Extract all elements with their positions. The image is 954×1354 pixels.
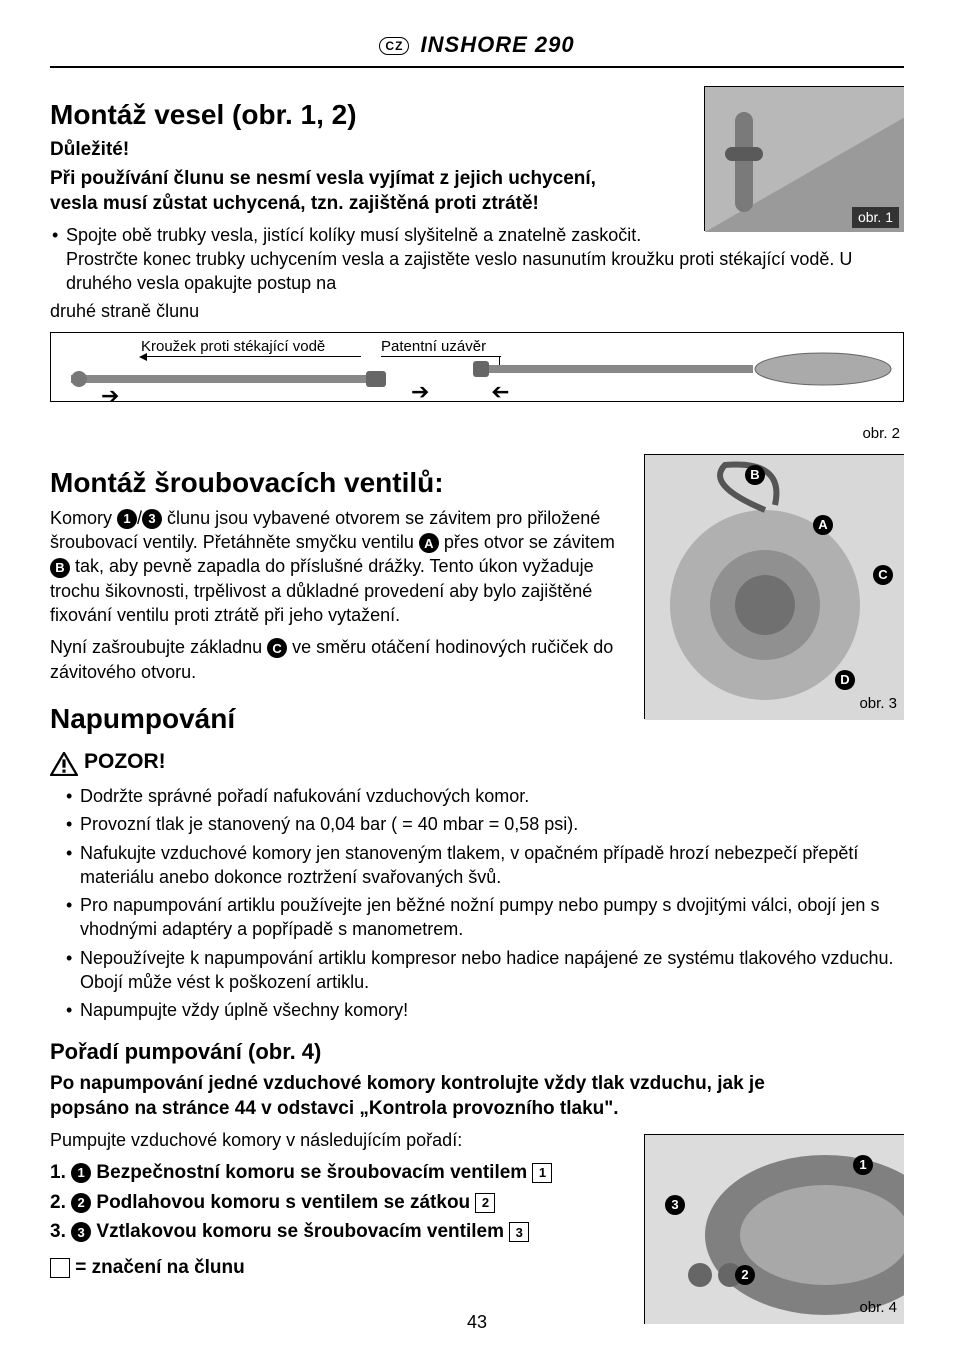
- order-heading: Pořadí pumpování (obr. 4): [50, 1037, 904, 1067]
- valves-p2: Nyní zašroubujte základnu C ve směru otá…: [50, 635, 630, 684]
- oars-bullet-list: Spojte obě trubky vesla, jistící kolíky …: [50, 223, 904, 296]
- oar-ring-label: Kroužek proti stékající vodě: [141, 337, 325, 357]
- oars-warning-l2: vesla musí zůstat uchycená, tzn. zajiště…: [50, 193, 539, 214]
- legend-text: = značení na člunu: [70, 1257, 245, 1278]
- oar-paddle-right: [473, 351, 893, 391]
- order-bold-l2: popsáno na stránce 44 v odstavci „Kontro…: [50, 1098, 619, 1119]
- callout-B: B: [745, 465, 765, 485]
- letter-A: A: [419, 533, 439, 553]
- valves-p1: Komory 1/3 člunu jsou vybavené otvorem s…: [50, 506, 630, 627]
- pump-bullet: Provozní tlak je stanovený na 0,04 bar (…: [64, 812, 904, 836]
- figure-2: Kroužek proti stékající vodě Patentní uz…: [50, 332, 904, 402]
- valve-illustration: [645, 455, 904, 720]
- callout-1: 1: [853, 1155, 873, 1175]
- order-line-2: 2. 2 Podlahovou komoru s ventilem se zát…: [50, 1190, 630, 1216]
- pump-bullet: Dodržte správné pořadí nafukování vzduch…: [64, 784, 904, 808]
- pump-bullet: Pro napumpování artiklu používejte jen b…: [64, 893, 904, 942]
- oars-warning-l1: Při používání člunu se nesmí vesla vyjím…: [50, 168, 596, 189]
- letter-C: C: [267, 638, 287, 658]
- num-3: 3: [142, 509, 162, 529]
- callout-C: C: [873, 565, 893, 585]
- language-badge: CZ: [379, 37, 409, 55]
- figure-1: obr. 1: [704, 86, 904, 231]
- pump-bullet: Nepoužívejte k napumpování artiklu kompr…: [64, 946, 904, 995]
- section-valves: B A C D obr. 3 Montáž šroubovacích venti…: [50, 454, 904, 742]
- page-number: 43: [0, 1310, 954, 1334]
- figure-4: 1 3 2 obr. 4: [644, 1134, 904, 1324]
- num-2: 2: [71, 1193, 91, 1213]
- pozor-label: POZOR!: [84, 748, 166, 776]
- order-line-1: 1. 1 Bezpečnostní komoru se šroubovacím …: [50, 1160, 630, 1186]
- figure-3-label: obr. 3: [859, 694, 897, 714]
- num-1: 1: [71, 1163, 91, 1183]
- pump-bullets: Dodržte správné pořadí nafukování vzduch…: [50, 784, 904, 1023]
- section-oars: obr. 1 Montáž vesel (obr. 1, 2) Důležité…: [50, 86, 904, 324]
- arrow-left-icon: ➔: [491, 377, 509, 407]
- pump-bullet: Nafukujte vzduchové komory jen stanovený…: [64, 841, 904, 890]
- pozor-row: POZOR!: [50, 748, 904, 780]
- pump-bullet: Napumpujte vždy úplně všechny komory!: [64, 998, 904, 1022]
- arrow-right-icon: ➔: [101, 381, 119, 411]
- sq-3: 3: [509, 1222, 529, 1242]
- order-line-3: 3. 3 Vztlakovou komoru se šroubovacím ve…: [50, 1219, 630, 1245]
- callout-3: 3: [665, 1195, 685, 1215]
- warning-icon: [50, 752, 78, 776]
- figure-3: B A C D obr. 3: [644, 454, 904, 719]
- empty-square-icon: [50, 1258, 70, 1278]
- order-bold: Po napumpování jedné vzduchové komory ko…: [50, 1072, 904, 1121]
- callout-2: 2: [735, 1265, 755, 1285]
- oars-after: druhé straně člunu: [50, 299, 904, 323]
- oar-patent-label: Patentní uzávěr: [381, 337, 486, 357]
- order-bold-l1: Po napumpování jedné vzduchové komory ko…: [50, 1073, 765, 1094]
- arrow-right-icon: ➔: [411, 377, 429, 407]
- oars-bullet: Spojte obě trubky vesla, jistící kolíky …: [50, 223, 904, 296]
- figure-2-label: obr. 2: [46, 424, 900, 444]
- num-3: 3: [71, 1222, 91, 1242]
- page-header: CZ INSHORE 290: [50, 30, 904, 68]
- product-title: INSHORE 290: [421, 32, 575, 57]
- num-1: 1: [117, 509, 137, 529]
- callout-A: A: [813, 515, 833, 535]
- oar-rod-left: [71, 365, 411, 395]
- sq-1: 1: [532, 1163, 552, 1183]
- callout-D: D: [835, 670, 855, 690]
- letter-B: B: [50, 558, 70, 578]
- sq-2: 2: [475, 1193, 495, 1213]
